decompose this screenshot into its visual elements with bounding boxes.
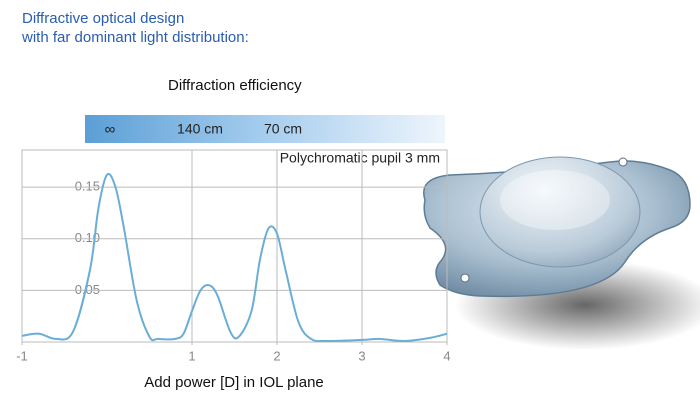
x-axis-label: Add power [D] in IOL plane xyxy=(144,374,324,391)
annotation: Polychromatic pupil 3 mm xyxy=(280,150,440,166)
y-tick-label: 0.05 xyxy=(75,282,100,297)
x-tick-label: 1 xyxy=(188,348,195,363)
heading-line: with far dominant light distribution: xyxy=(21,29,249,46)
x-tick-label: 4 xyxy=(443,348,450,363)
data-line xyxy=(21,172,448,343)
heading-line: Diffractive optical design xyxy=(22,10,184,27)
bar-label: 140 cm xyxy=(177,121,223,137)
x-tick-label: -1 xyxy=(16,348,28,363)
bar-label: ∞ xyxy=(105,121,116,138)
bar-label: 70 cm xyxy=(264,121,302,137)
lens-image xyxy=(423,156,700,350)
x-tick-label: 2 xyxy=(273,348,280,363)
x-tick-label: 3 xyxy=(358,348,365,363)
bar-title: Diffraction efficiency xyxy=(168,77,302,94)
efficiency-bar xyxy=(85,115,445,143)
y-tick-label: 0.15 xyxy=(75,179,100,194)
